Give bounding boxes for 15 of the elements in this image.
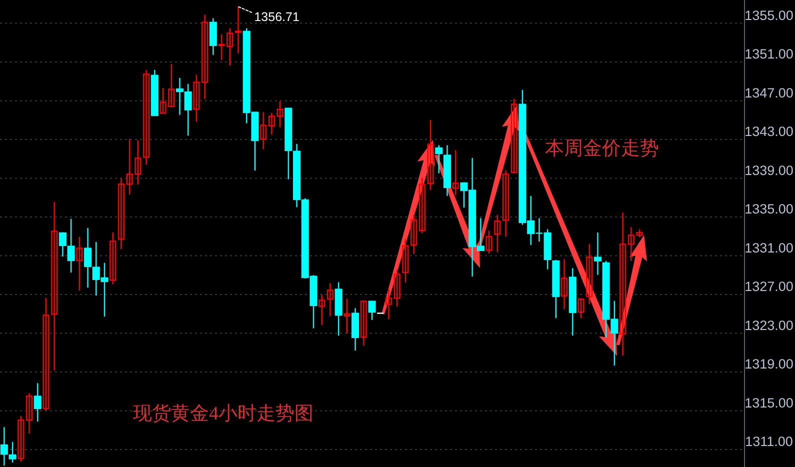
y-tick-label: 1319.00 [744, 356, 794, 372]
y-tick-label: 1327.00 [744, 279, 794, 294]
y-tick-label: 1347.00 [744, 85, 794, 100]
y-tick-label: 1331.00 [744, 240, 794, 256]
annotation: 现货黄金4小时走势图 [133, 403, 314, 424]
y-tick-label: 1355.00 [744, 8, 794, 23]
y-tick-label: 1339.00 [744, 162, 794, 178]
y-tick-label: 1335.00 [744, 202, 794, 217]
y-tick-label: 1351.00 [744, 46, 794, 62]
annotation: 本周金价走势 [545, 138, 659, 160]
y-tick-label: 1315.00 [744, 395, 794, 410]
y-tick-label: 1311.00 [745, 434, 793, 450]
y-tick-label: 1343.00 [744, 124, 794, 140]
annotation: 1356.71 [254, 10, 300, 24]
y-tick-label: 1323.00 [744, 318, 794, 333]
